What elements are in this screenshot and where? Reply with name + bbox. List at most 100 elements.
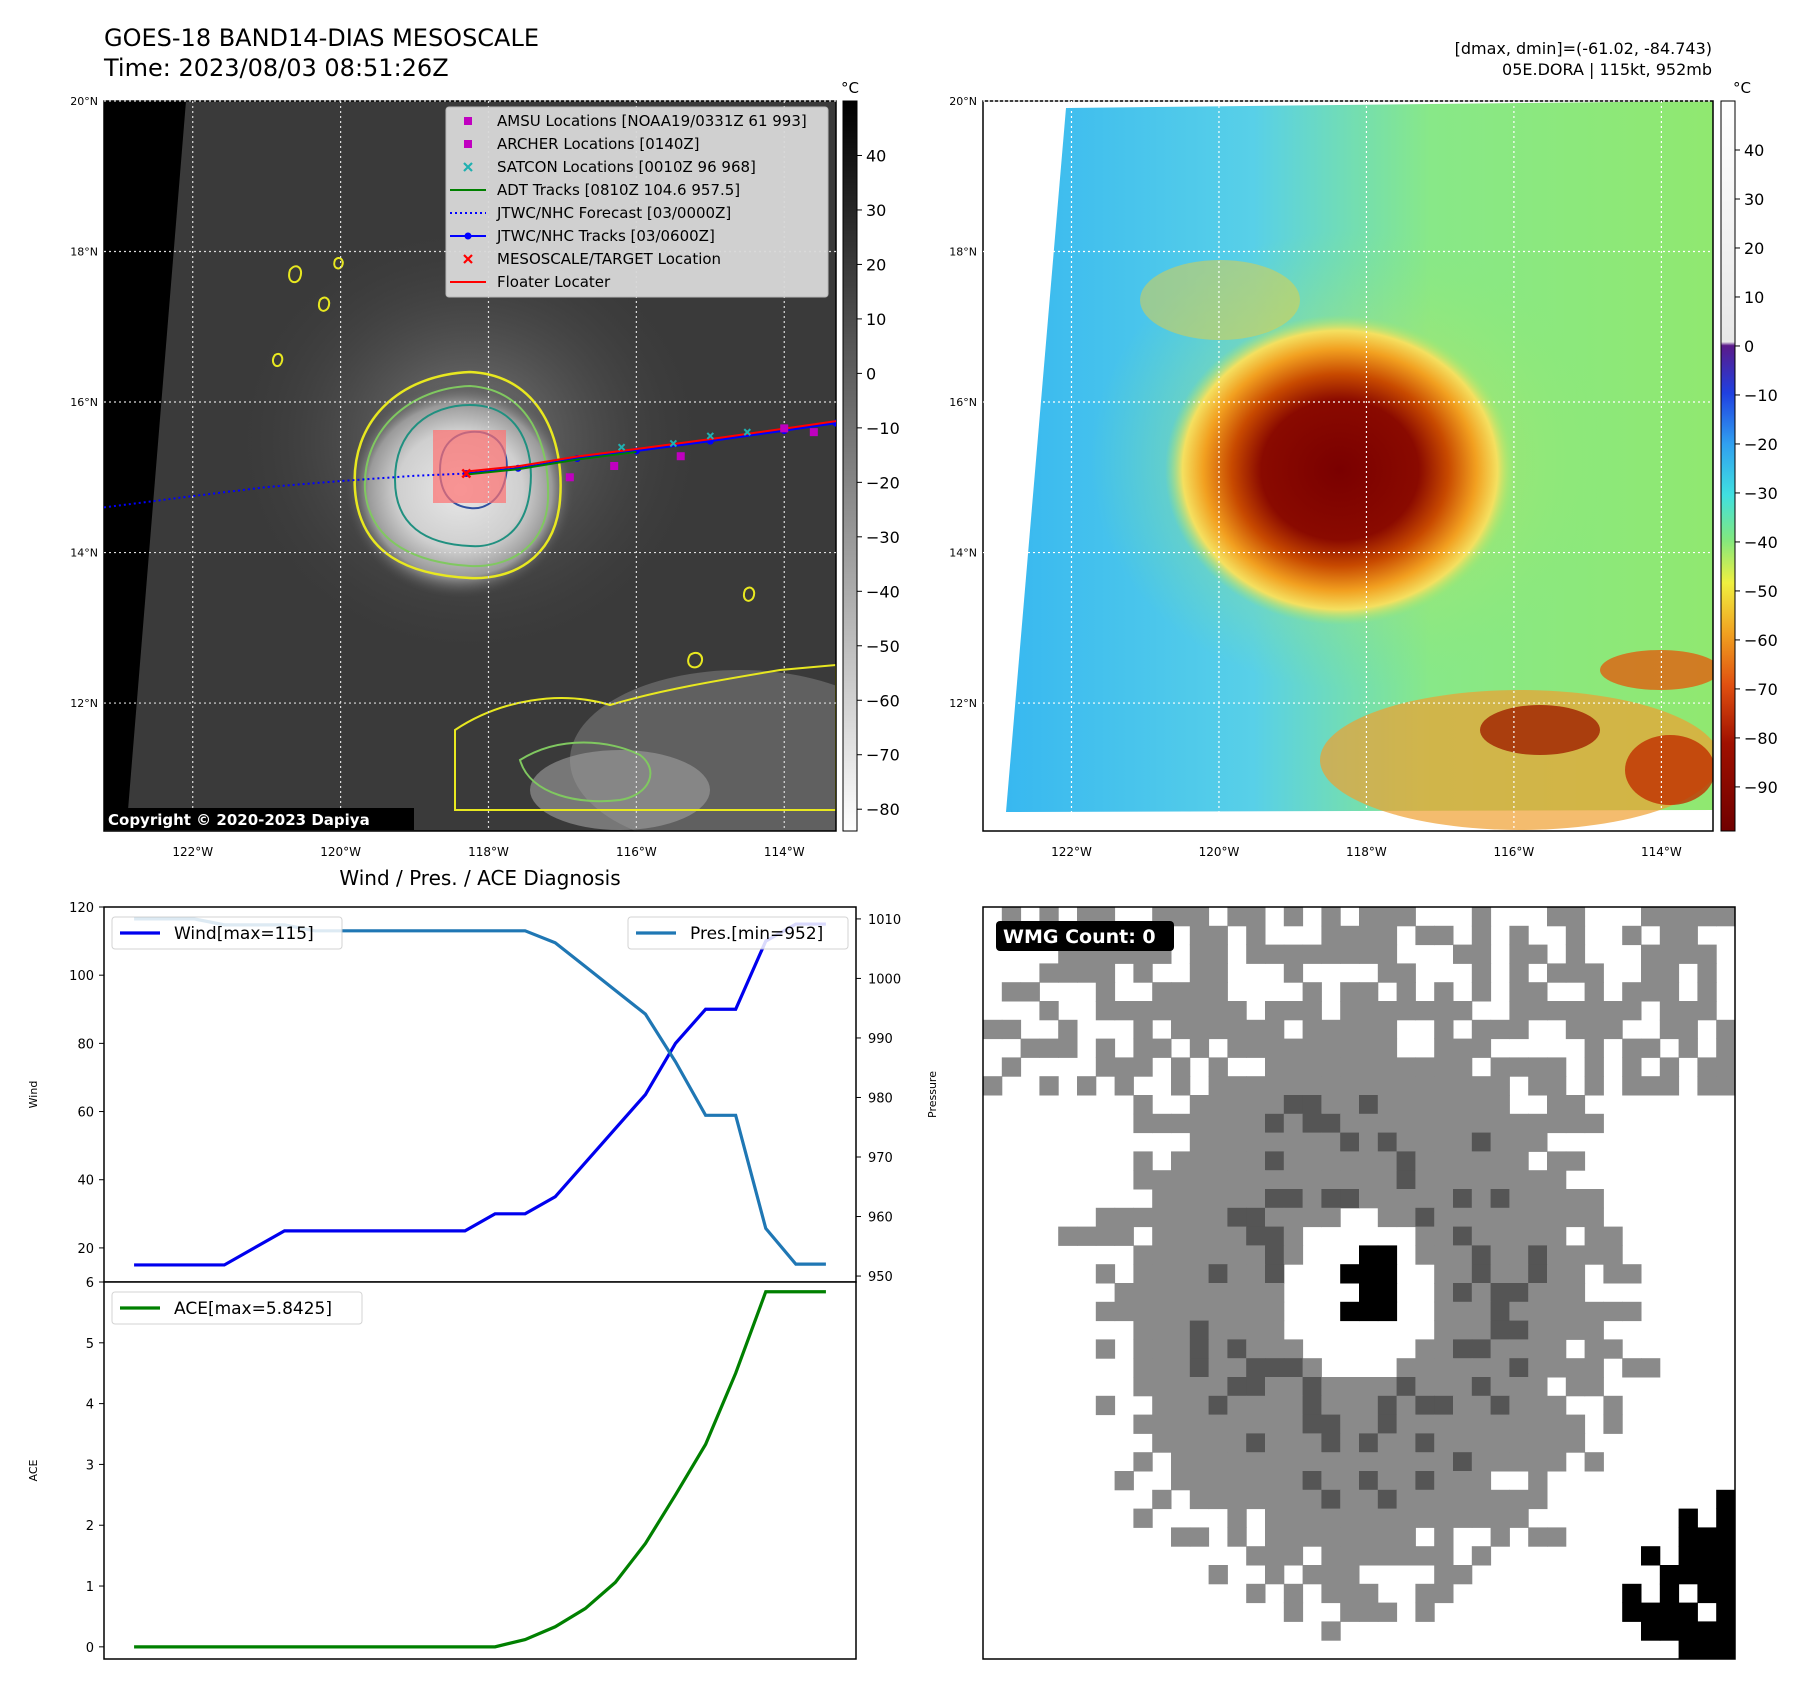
wmg-cell [1208, 1226, 1228, 1246]
wmg-cell [1152, 1489, 1172, 1510]
color-colorbar-tick-label: −90 [1744, 778, 1778, 797]
wmg-cell [1434, 1339, 1454, 1359]
wmg-cell [1340, 1264, 1360, 1284]
wmg-cell [1227, 1395, 1247, 1416]
wmg-cell [1490, 1151, 1510, 1171]
wmg-cell [1340, 1189, 1360, 1209]
wmg-cell [1603, 1264, 1623, 1284]
wmg-cell [1528, 1414, 1548, 1434]
wmg-cell [1189, 1283, 1210, 1303]
wmg-cell [1321, 1019, 1341, 1040]
wmg-cell [1453, 1189, 1473, 1209]
wmg-cell [1509, 982, 1529, 1002]
wmg-cell [1302, 1132, 1322, 1152]
wmg-cell [1434, 1583, 1454, 1604]
wmg-cell [1528, 1283, 1548, 1303]
wmg-cell [1453, 1301, 1473, 1322]
wmg-cell [1359, 1433, 1379, 1453]
wmg-cell [1001, 1057, 1022, 1077]
wmg-cell [1302, 1471, 1322, 1491]
wmg-cell [1490, 1189, 1510, 1209]
wmg-cell [1415, 1452, 1435, 1472]
gray-colorbar-tick-label: 40 [866, 146, 886, 165]
amsu-archer-marker [565, 473, 574, 482]
wmg-cell [1509, 1414, 1529, 1434]
wmg-cell [1434, 1226, 1454, 1246]
wmg-cell [1340, 1132, 1360, 1152]
r-lon-label: 122°W [1051, 845, 1092, 859]
wmg-cell [1359, 1170, 1379, 1190]
wmg-cell [1171, 1433, 1191, 1453]
wmg-cell [1302, 1433, 1322, 1453]
wmg-cell [1189, 1151, 1210, 1171]
wind-pres-ytick-label: 120 [69, 901, 94, 916]
wmg-cell [1377, 1189, 1398, 1209]
wmg-cell [1246, 1226, 1266, 1246]
wmg-cell [1265, 944, 1285, 964]
wmg-cell [1509, 1264, 1529, 1284]
wmg-cell [1359, 1076, 1379, 1096]
wmg-cell [1565, 1151, 1586, 1171]
wmg-cell [1603, 1245, 1623, 1265]
wmg-cell [1095, 1301, 1116, 1322]
wmg-cell [1189, 1038, 1210, 1058]
gray-colorbar-ticks: 40 30 20 10 0 −10 −20 −30 −40 −50 −60 −70 −80 [857, 146, 900, 819]
wmg-cell [1208, 1395, 1228, 1416]
wmg-cell [1697, 1565, 1717, 1585]
wmg-cell [1152, 1170, 1172, 1190]
r-lat-label: 12°N [949, 697, 977, 710]
wmg-cell [1152, 1395, 1172, 1416]
wmg-cell [1171, 1414, 1191, 1434]
wmg-cell [1509, 1395, 1529, 1416]
wmg-cell [1302, 1527, 1322, 1547]
wmg-cell [1547, 1076, 1567, 1096]
wmg-cell [1453, 1207, 1473, 1228]
wmg-cell [1189, 1019, 1210, 1040]
wmg-cell [1453, 1395, 1473, 1416]
wmg-cell [1453, 1264, 1473, 1284]
legend-item: SATCON Locations [0010Z 96 968] [463, 158, 756, 176]
wmg-cell [1359, 1452, 1379, 1472]
wmg-cell [1265, 1320, 1285, 1340]
r-lat-label: 16°N [949, 396, 977, 409]
wmg-cell [1321, 1113, 1341, 1134]
wmg-cell [1622, 1264, 1642, 1284]
wmg-cell [1471, 1358, 1492, 1378]
wmg-cell [1415, 1132, 1435, 1152]
wmg-cell [1208, 1565, 1228, 1585]
wmg-cell [1547, 1452, 1567, 1472]
wmg-cell [1246, 944, 1266, 964]
wmg-cell [1359, 907, 1379, 927]
wmg-cell [1490, 1226, 1510, 1246]
wmg-cell [1565, 1358, 1586, 1378]
wmg-cell [1565, 1207, 1586, 1228]
wmg-cell [1189, 944, 1210, 964]
diagnosis-title: Wind / Pres. / ACE Diagnosis [339, 866, 620, 890]
wmg-cell [1509, 1320, 1529, 1340]
wmg-cell [1622, 1001, 1642, 1021]
wmg-cell [1359, 1546, 1379, 1566]
wmg-cell [1133, 1057, 1153, 1077]
wmg-cell [1227, 1527, 1247, 1547]
wmg-cell [1678, 944, 1698, 964]
wmg-cell [1377, 1113, 1398, 1134]
wmg-cell [1547, 1433, 1567, 1453]
wmg-cell [1603, 1226, 1623, 1246]
wmg-cell [1377, 1489, 1398, 1510]
legend-label: AMSU Locations [NOAA19/0331Z 61 993] [497, 112, 807, 130]
wmg-cell [1396, 1471, 1416, 1491]
satcon-marker [743, 428, 751, 436]
wmg-cell [1189, 1095, 1210, 1115]
wmg-cell [1678, 1565, 1698, 1585]
wmg-cell [1490, 1377, 1510, 1397]
wmg-cell [1133, 1207, 1153, 1228]
wmg-cell [1528, 1471, 1548, 1491]
wmg-cell [1171, 1057, 1191, 1077]
ace-frame [103, 1281, 857, 1660]
wmg-cell [1547, 1339, 1567, 1359]
wmg-cell [1321, 1207, 1341, 1228]
wind-pres-legend-box [111, 916, 343, 950]
wmg-cell [1246, 1132, 1266, 1152]
wmg-cell [1114, 1226, 1134, 1246]
